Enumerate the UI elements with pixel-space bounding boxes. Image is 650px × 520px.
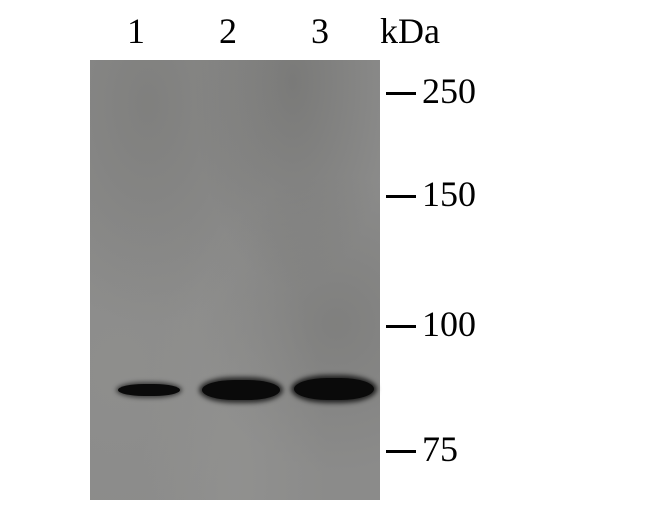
- marker-label: 150: [422, 173, 476, 215]
- lane-label-text: 1: [127, 11, 145, 51]
- protein-band: [202, 380, 280, 400]
- marker-tick: [386, 325, 416, 328]
- marker-label: 75: [422, 428, 458, 470]
- blot-background-noise: [90, 60, 380, 500]
- unit-label: kDa: [380, 10, 440, 52]
- western-blot-figure: 1 2 3 kDa 250 150 100 75: [80, 10, 600, 510]
- lane-label: 3: [280, 10, 360, 52]
- protein-band: [118, 384, 180, 396]
- marker-tick: [386, 195, 416, 198]
- marker-label: 100: [422, 303, 476, 345]
- lane-label-text: 3: [311, 11, 329, 51]
- marker-tick: [386, 450, 416, 453]
- marker-label: 250: [422, 70, 476, 112]
- lane-label-text: 2: [219, 11, 237, 51]
- marker-label-text: 250: [422, 71, 476, 111]
- marker-label-text: 75: [422, 429, 458, 469]
- unit-label-text: kDa: [380, 11, 440, 51]
- marker-label-text: 150: [422, 174, 476, 214]
- marker-tick: [386, 92, 416, 95]
- blot-membrane: [90, 60, 380, 500]
- marker-label-text: 100: [422, 304, 476, 344]
- protein-band: [294, 378, 374, 400]
- lane-label: 2: [188, 10, 268, 52]
- lane-label: 1: [96, 10, 176, 52]
